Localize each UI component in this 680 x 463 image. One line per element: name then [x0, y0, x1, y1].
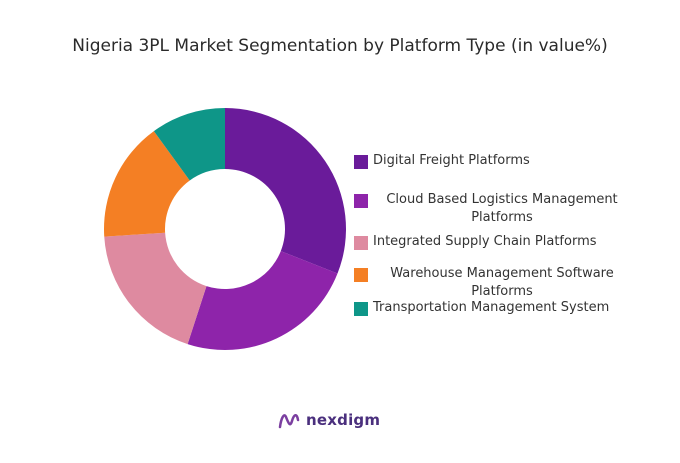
legend-swatch — [354, 194, 368, 208]
legend-label: Warehouse Management Software Platforms — [390, 266, 614, 299]
nexdigm-logo-icon — [278, 414, 300, 429]
donut-slice — [153, 108, 225, 181]
legend-label: Digital Freight Platforms — [373, 153, 530, 168]
donut-slice — [104, 131, 190, 237]
legend-swatch — [354, 155, 368, 169]
legend-swatch — [354, 236, 368, 250]
donut-slice — [187, 251, 338, 350]
legend-swatch — [354, 268, 368, 282]
legend-swatch — [354, 302, 368, 316]
legend-label: Cloud Based Logistics Management Platfor… — [386, 192, 618, 225]
nexdigm-logo-text: nexdigm — [306, 411, 381, 429]
legend-label: Transportation Management System — [373, 300, 610, 315]
donut-chart — [104, 108, 346, 350]
chart-title: Nigeria 3PL Market Segmentation by Platf… — [72, 36, 608, 56]
donut-slice — [225, 108, 346, 274]
legend-label: Integrated Supply Chain Platforms — [373, 234, 597, 249]
donut-slice — [104, 232, 207, 345]
nexdigm-logo: nexdigm — [278, 410, 380, 430]
